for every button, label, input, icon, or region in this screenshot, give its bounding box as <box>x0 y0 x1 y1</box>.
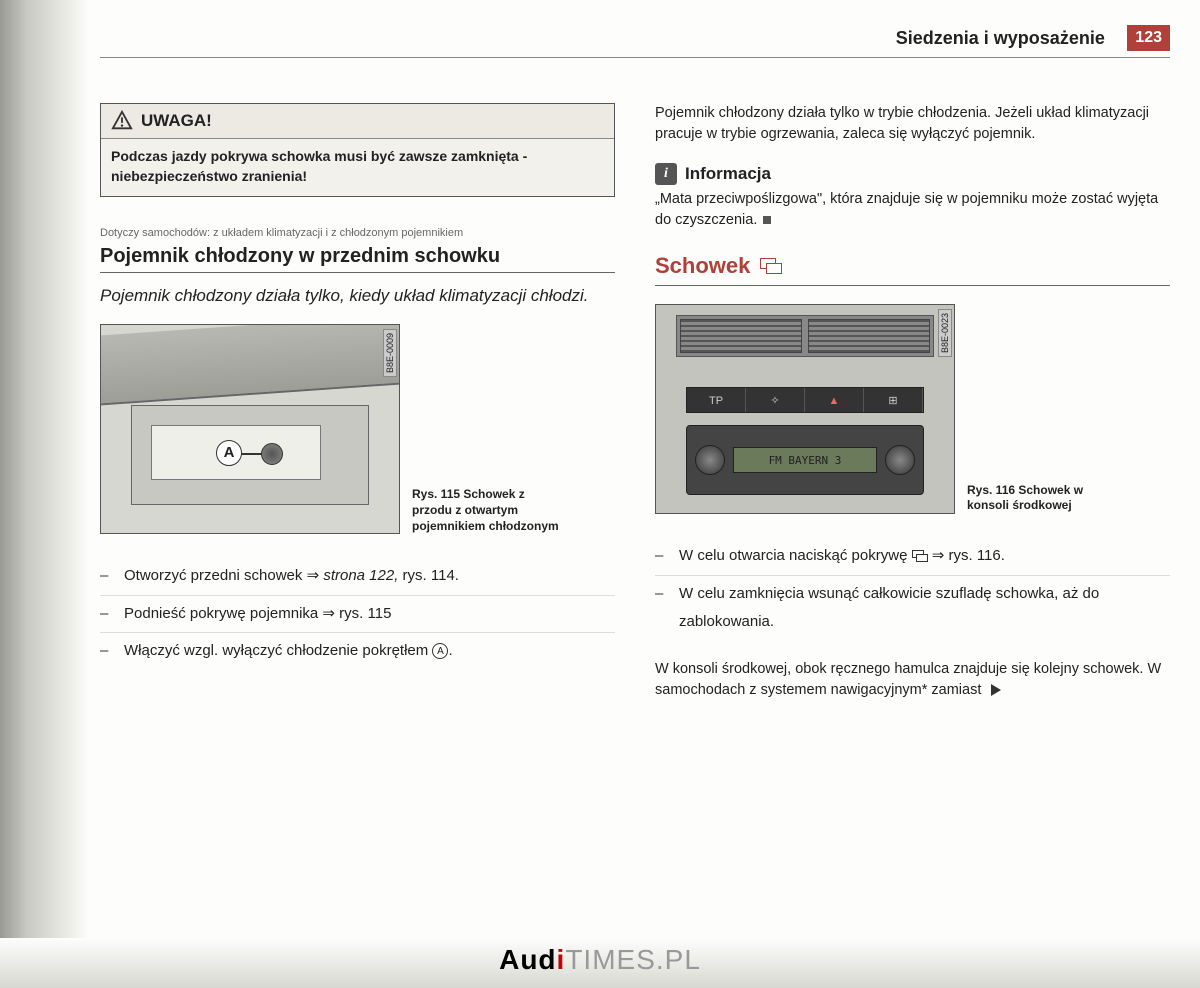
applies-line: Dotyczy samochodów: z układem klimatyzac… <box>100 227 615 239</box>
paragraph-2: W konsoli środkowej, obok ręcznego hamul… <box>655 659 1170 701</box>
info-header: i Informacja <box>655 163 1170 185</box>
dash-bullet: – <box>100 562 112 591</box>
step-text: Włączyć wzgl. wyłączyć chłodzenie pokręt… <box>124 637 453 666</box>
drawer-icon <box>912 550 928 562</box>
figure-115: A B8E-0009 <box>100 324 400 534</box>
glovebox-illustration: A <box>101 325 399 533</box>
page-content: Siedzenia i wyposażenie 123 UWAGA! Podcz… <box>100 25 1170 958</box>
dash-bullet: – <box>655 580 667 637</box>
watermark-aud: Aud <box>499 944 556 975</box>
left-column: UWAGA! Podczas jazdy pokrywa schowka mus… <box>100 103 615 719</box>
marker-a: A <box>216 440 242 466</box>
warning-body: Podczas jazdy pokrywa schowka musi być z… <box>101 139 614 196</box>
dash-bullet: – <box>100 637 112 666</box>
figure-115-row: A B8E-0009 Rys. 115 Schowek z przodu z o… <box>100 324 615 534</box>
step-1: – W celu otwarcia naciskąć pokrywę ⇒ rys… <box>655 538 1170 576</box>
page-number: 123 <box>1127 25 1170 51</box>
step-3: – Włączyć wzgl. wyłączyć chłodzenie pokr… <box>100 633 615 670</box>
continue-triangle-icon <box>991 684 1001 696</box>
dash-bullet: – <box>655 542 667 571</box>
step-1: – Otworzyć przedni schowek ⇒ strona 122,… <box>100 558 615 596</box>
step-text: Podnieść pokrywę pojemnika ⇒ rys. 115 <box>124 600 391 629</box>
left-steps: – Otworzyć przedni schowek ⇒ strona 122,… <box>100 558 615 670</box>
step-text: W celu otwarcia naciskąć pokrywę ⇒ rys. … <box>679 542 1005 571</box>
figure-115-code: B8E-0009 <box>383 329 397 377</box>
warning-header: UWAGA! <box>101 104 614 139</box>
watermark: AudiTIMES.PL <box>0 944 1200 976</box>
paragraph-1: Pojemnik chłodzony działa tylko w trybie… <box>655 103 1170 145</box>
info-label: Informacja <box>685 164 771 184</box>
warning-box: UWAGA! Podczas jazdy pokrywa schowka mus… <box>100 103 615 197</box>
step-2: – Podnieść pokrywę pojemnika ⇒ rys. 115 <box>100 596 615 634</box>
circle-a-icon: A <box>432 643 448 659</box>
figure-116-row: TP ✧ ▲ ⊞ FM BAYERN 3 B8E-0023 Rys. <box>655 304 1170 514</box>
page-header: Siedzenia i wyposażenie 123 <box>100 25 1170 58</box>
drawer-icon <box>760 258 782 274</box>
figure-116-code: B8E-0023 <box>938 309 952 357</box>
warning-triangle-icon <box>111 110 133 132</box>
dash-bullet: – <box>100 600 112 629</box>
watermark-i: i <box>557 944 566 975</box>
step-2: – W celu zamknięcia wsunąć całkowicie sz… <box>655 576 1170 641</box>
figure-116: TP ✧ ▲ ⊞ FM BAYERN 3 B8E-0023 <box>655 304 955 514</box>
end-square-icon <box>763 216 771 224</box>
step-text: Otworzyć przedni schowek ⇒ strona 122, r… <box>124 562 459 591</box>
section-subheading: Pojemnik chłodzony działa tylko, kiedy u… <box>100 285 615 308</box>
figure-116-caption: Rys. 116 Schowek w konsoli środkowej <box>967 483 1117 514</box>
header-title: Siedzenia i wyposażenie <box>896 28 1105 49</box>
section-heading: Pojemnik chłodzony w przednim schowku <box>100 245 615 273</box>
radio-display: FM BAYERN 3 <box>733 447 877 473</box>
right-steps: – W celu otwarcia naciskąć pokrywę ⇒ rys… <box>655 538 1170 641</box>
section-heading-2: Schowek <box>655 253 1170 286</box>
step-text: W celu zamknięcia wsunąć całkowicie szuf… <box>679 580 1170 637</box>
figure-115-caption: Rys. 115 Schowek z przodu z otwartym poj… <box>412 487 562 534</box>
watermark-times: TIMES.PL <box>565 944 701 975</box>
scan-shadow-left <box>0 0 90 988</box>
right-column: Pojemnik chłodzony działa tylko w trybie… <box>655 103 1170 719</box>
two-column-layout: UWAGA! Podczas jazdy pokrywa schowka mus… <box>100 103 1170 719</box>
info-icon: i <box>655 163 677 185</box>
console-illustration: TP ✧ ▲ ⊞ FM BAYERN 3 <box>656 305 954 513</box>
warning-label: UWAGA! <box>141 111 212 131</box>
info-body: „Mata przeciwpoślizgowa", która znajduje… <box>655 189 1170 231</box>
